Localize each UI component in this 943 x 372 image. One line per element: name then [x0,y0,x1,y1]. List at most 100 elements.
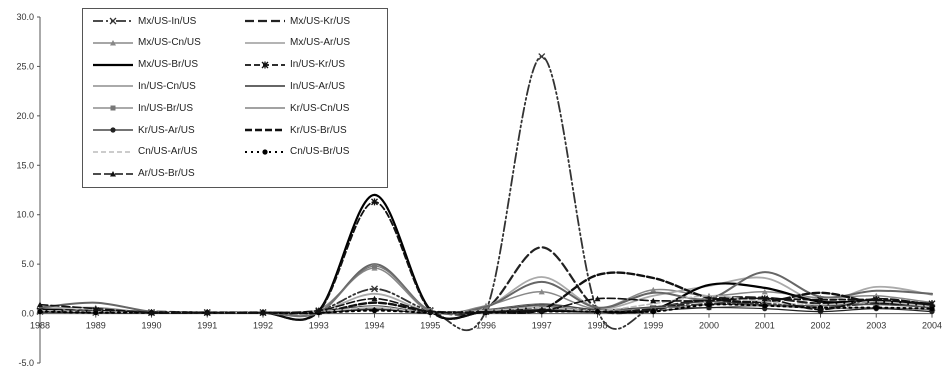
data-point [371,285,378,293]
data-point [538,288,545,295]
data-point [538,53,546,61]
data-point [650,305,656,311]
legend-swatch [245,85,285,88]
chart-legend: Mx/US-In/US Mx/US-Kr/US Mx/US-Cn/US Mx/US-A… [82,8,388,188]
data-point [483,308,489,315]
y-tick-label: -5.0 [18,358,34,367]
legend-label: Mx/US-Kr/US [290,15,350,27]
legend-swatch [93,39,133,46]
legend-label: In/US-Ar/US [290,80,346,92]
series-lines [36,53,936,332]
x-tick-label: 2003 [866,321,886,331]
legend-swatch [93,127,133,133]
data-point [594,308,601,315]
data-point [706,297,712,304]
x-tick-label: 1992 [253,321,273,331]
legend-swatch [245,41,285,44]
x-tick-label: 2001 [755,321,775,331]
series-8 [37,263,935,317]
legend-label: Cn/US-Br/US [290,146,350,158]
legend-item: In/US-Kr/US [243,58,345,72]
legend-item: Ar/US-Br/US [91,167,195,181]
data-point [93,309,99,316]
x-tick-label: 2002 [810,321,830,331]
data-point [706,302,712,308]
legend-label: Kr/US-Ar/US [138,124,195,136]
data-point [37,301,43,308]
legend-swatch [93,105,133,111]
y-tick-label: 5.0 [21,259,34,269]
data-point [650,286,657,293]
legend-item: In/US-Br/US [91,101,193,115]
data-point [148,309,155,316]
data-point [371,308,378,314]
legend-item: In/US-Ar/US [243,79,345,93]
data-point [371,198,378,206]
x-tick-label: 1990 [141,321,161,331]
x-tick-label: 1995 [420,321,440,331]
series-14 [37,295,935,316]
data-point [761,288,768,295]
y-tick-label: 10.0 [16,210,34,220]
data-point [594,295,601,302]
x-tick-label: 1989 [86,321,106,331]
legend-swatch [245,149,285,155]
legend-label: Cn/US-Ar/US [138,146,198,158]
legend-item: Cn/US-Ar/US [91,145,197,159]
legend-label: Kr/US-Cn/US [290,102,350,114]
data-point [762,303,768,309]
legend-swatch-marker [110,127,116,133]
data-point [260,309,266,316]
data-point [650,308,656,315]
legend-label: Mx/US-Cn/US [138,37,201,49]
legend-item: Kr/US-Ar/US [91,123,195,137]
legend-swatch [93,151,133,153]
legend-swatch [93,17,133,25]
legend-label: Mx/US-In/US [138,15,197,27]
legend-item: In/US-Cn/US [91,79,196,93]
legend-item: Mx/US-Ar/US [243,36,350,50]
legend-swatch-marker [110,39,116,46]
legend-swatch [245,19,285,23]
y-tick-label: 15.0 [16,160,34,170]
x-tick-label: 1993 [309,321,329,331]
data-point [761,295,768,302]
x-tick-label: 1996 [476,321,496,331]
legend-swatch [245,107,285,109]
data-point [92,305,99,312]
legend-swatch-marker [109,17,117,25]
legend-item: Kr/US-Br/US [243,123,347,137]
legend-label: Mx/US-Br/US [138,59,198,71]
data-point [204,309,211,316]
legend-label: Kr/US-Br/US [290,124,347,136]
x-tick-label: 1994 [364,321,384,331]
x-tick-label: 1997 [532,321,552,331]
legend-swatch [93,63,133,66]
legend-label: In/US-Br/US [138,102,194,114]
data-point [539,303,545,309]
legend-label: In/US-Kr/US [290,59,346,71]
legend-swatch-marker [110,170,116,177]
y-tick-label: 20.0 [16,111,34,121]
series-line [39,297,933,314]
data-point [538,307,545,314]
data-point [873,292,880,299]
legend-label: Ar/US-Br/US [138,168,195,180]
x-tick-label: 1998 [587,321,607,331]
data-point [37,308,43,315]
data-point [929,306,935,312]
legend-item: Mx/US-In/US [91,14,196,28]
data-point [817,306,824,313]
legend-item: Mx/US-Kr/US [243,14,350,28]
legend-swatch [245,61,285,69]
y-tick-label: 0.0 [21,309,34,319]
data-point [372,263,377,269]
legend-item: Mx/US-Br/US [91,58,198,72]
x-tick-label: 1991 [197,321,217,331]
data-point [427,308,434,315]
legend-swatch-marker [262,149,268,155]
legend-item: Mx/US-Cn/US [91,36,201,50]
data-point [929,301,935,308]
